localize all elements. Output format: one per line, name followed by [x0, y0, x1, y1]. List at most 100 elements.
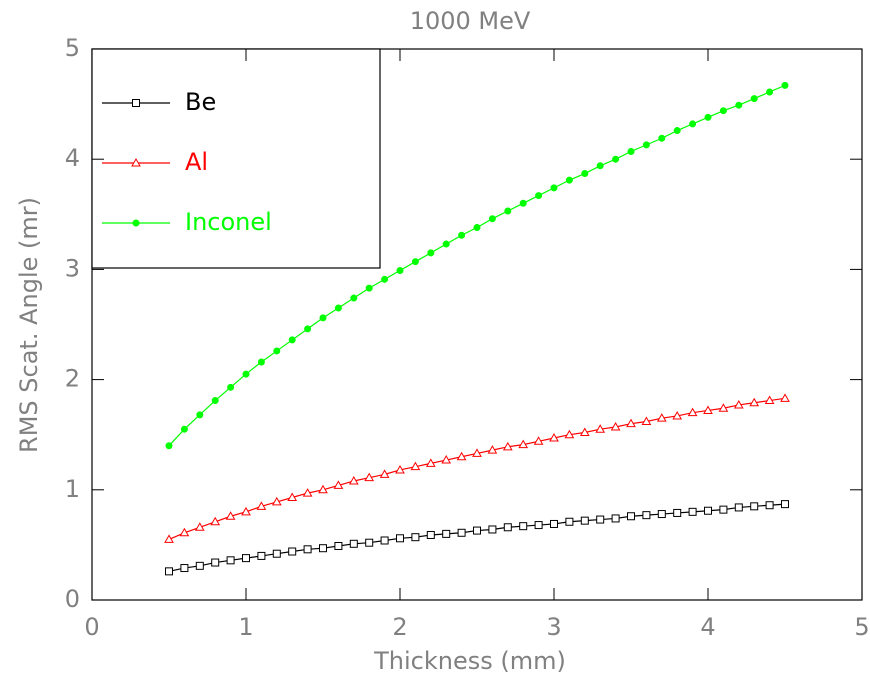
data-marker [225, 511, 236, 520]
data-marker [766, 88, 774, 96]
data-marker [627, 147, 635, 155]
data-marker [735, 101, 743, 109]
data-marker [334, 542, 343, 551]
data-marker [195, 561, 204, 570]
data-marker [750, 502, 759, 511]
data-marker [226, 556, 235, 565]
data-marker [241, 506, 251, 516]
data-marker [257, 358, 265, 366]
data-marker [456, 451, 467, 461]
x-tick-label: 2 [392, 613, 407, 641]
data-marker [379, 469, 390, 478]
data-marker [410, 461, 421, 471]
x-tick-label: 0 [84, 613, 99, 641]
data-marker [473, 526, 481, 535]
data-marker [642, 511, 651, 520]
data-marker [564, 429, 575, 439]
data-marker [425, 458, 436, 467]
legend-box [91, 48, 381, 269]
data-marker [749, 397, 760, 407]
data-marker [534, 521, 543, 530]
data-marker [349, 539, 358, 548]
x-axis-label: Thickness (mm) [373, 647, 566, 675]
data-marker [211, 397, 219, 405]
data-marker [303, 545, 312, 554]
legend-label: Al [185, 148, 208, 176]
data-marker [580, 516, 589, 525]
data-marker [395, 464, 405, 474]
data-marker [502, 441, 513, 451]
legend-label: Inconel [185, 208, 272, 236]
data-marker [302, 488, 313, 497]
data-marker [488, 525, 497, 534]
data-marker [781, 81, 789, 89]
legend-label: Be [185, 88, 216, 116]
y-tick-label: 2 [65, 365, 80, 393]
data-marker [442, 240, 450, 248]
data-marker [781, 500, 789, 509]
data-marker [365, 538, 374, 547]
y-tick-label: 5 [65, 34, 80, 62]
data-marker [719, 505, 728, 514]
data-marker [350, 294, 358, 302]
data-marker [627, 512, 635, 521]
data-marker [472, 448, 482, 457]
data-marker [180, 564, 189, 573]
data-marker [257, 551, 266, 560]
data-marker [227, 383, 235, 391]
plot-frame [91, 48, 863, 601]
data-marker [642, 141, 650, 149]
y-tick-label: 1 [65, 475, 80, 503]
data-marker [333, 480, 344, 489]
data-marker [288, 336, 296, 344]
y-tick-label: 3 [65, 254, 80, 282]
data-marker [427, 249, 435, 257]
data-marker [719, 107, 727, 115]
data-marker [689, 120, 697, 128]
data-marker [242, 554, 250, 563]
chart-title: 1000 MeV [410, 7, 531, 35]
data-marker [780, 393, 790, 402]
data-marker [381, 275, 389, 283]
data-marker [581, 170, 589, 178]
data-marker [657, 510, 666, 519]
data-marker [165, 442, 173, 450]
x-tick-label: 3 [546, 613, 561, 641]
data-marker [271, 496, 282, 506]
data-marker [611, 514, 620, 523]
data-marker [318, 484, 328, 494]
data-marker [626, 418, 636, 428]
data-marker [458, 231, 466, 239]
data-marker [688, 507, 697, 516]
data-marker [272, 549, 281, 558]
data-marker [579, 427, 590, 436]
data-marker [256, 501, 267, 510]
series-line [168, 397, 786, 540]
data-marker [473, 224, 481, 232]
data-marker [704, 113, 712, 121]
data-marker [519, 199, 527, 207]
data-marker [673, 127, 681, 135]
data-marker [426, 530, 435, 539]
data-marker [595, 424, 606, 433]
data-marker [442, 529, 451, 538]
x-tick-label: 4 [700, 613, 715, 641]
data-marker [750, 95, 758, 103]
data-marker [180, 425, 188, 433]
data-marker [503, 523, 512, 532]
data-marker [519, 522, 528, 531]
x-tick-label: 1 [238, 613, 253, 641]
data-marker [194, 522, 205, 531]
data-marker [457, 528, 466, 537]
data-marker [765, 501, 774, 510]
y-tick-label: 0 [65, 585, 80, 613]
data-marker [365, 284, 373, 292]
data-marker [610, 421, 621, 431]
data-marker [334, 304, 342, 312]
data-marker [734, 503, 743, 512]
data-marker [565, 176, 573, 184]
data-marker [396, 267, 404, 275]
data-marker [550, 519, 558, 528]
data-marker [288, 547, 297, 556]
data-marker [533, 436, 544, 445]
